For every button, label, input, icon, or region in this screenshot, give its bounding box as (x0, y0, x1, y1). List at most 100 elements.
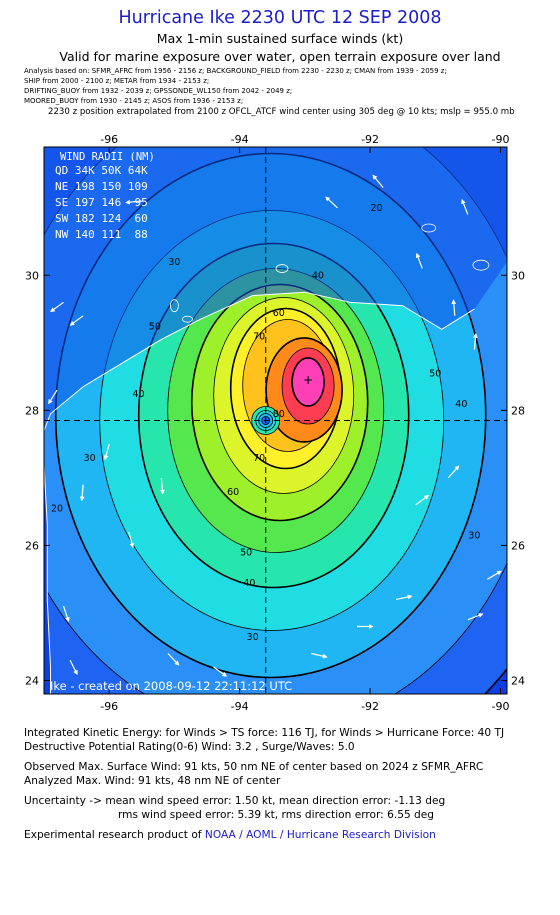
dpr-text: Destructive Potential Rating(0-6) Wind: … (24, 741, 355, 753)
validity-note: Valid for marine exposure over water, op… (59, 49, 501, 64)
land-overlay (44, 147, 507, 694)
contour-label: 80 (273, 409, 285, 420)
lat-label-right: 26 (511, 539, 525, 552)
wind-radii-table: WIND RADII (NM)QD 34K 50K 64K NE 198 150 … (55, 151, 155, 241)
contour-label: 60 (227, 487, 239, 498)
contour-label: 30 (468, 531, 480, 542)
bay-outline (472, 259, 490, 271)
lon-label-top: -90 (491, 133, 509, 146)
lat-label-left: 24 (25, 674, 39, 687)
storm-center-crosshair: + (44, 147, 507, 694)
wind-vector (451, 299, 457, 316)
us-land (44, 147, 507, 431)
wind-vector (69, 315, 84, 326)
wind-vector (69, 659, 78, 676)
lat-label-left: 28 (25, 404, 39, 417)
lat-label-right: 30 (511, 269, 525, 282)
rms-error-text: rms wind speed error: 5.39 kt, rms direc… (118, 809, 435, 821)
contour-label: 50 (429, 369, 441, 380)
bay-outline (170, 299, 179, 313)
contour-label: 40 (243, 578, 255, 589)
lon-label-bottom: -96 (100, 700, 118, 713)
wind-vector (461, 198, 469, 215)
wind-vector (48, 389, 58, 405)
contour-label: 50 (149, 321, 161, 332)
contour-label: 70 (253, 331, 265, 342)
wind-radii-row: NW 140 111 88 (55, 228, 148, 241)
wind-vector (325, 196, 338, 209)
bay-outline (182, 315, 193, 323)
analysis-line-2: SHIP from 2000 - 2100 z; METAR from 1934… (24, 77, 210, 85)
lon-label-bottom: -92 (361, 700, 379, 713)
wind-vector (311, 652, 328, 659)
wind-radii-row: NE 198 150 109 (55, 180, 148, 193)
wind-vector (213, 666, 228, 677)
bay-outline (421, 223, 437, 233)
wind-vector (415, 252, 423, 269)
analysis-line-3: DRIFTING_BUOY from 1932 - 2039 z; GPSSON… (24, 87, 293, 95)
map-title: Hurricane Ike 2230 UTC 12 SEP 2008 (118, 8, 442, 28)
wind-vector (473, 332, 478, 350)
analysis-line-4: MOORED_BUOY from 1930 - 2145 z; ASOS fro… (24, 97, 244, 105)
contour-label: 30 (247, 632, 259, 643)
contour-label: 60 (273, 308, 285, 319)
uncertainty-text: Uncertainty -> mean wind speed error: 1.… (24, 795, 446, 807)
bay-outline (275, 264, 289, 273)
contour-labels: 20 30 40 50 60 70 40 30 20 70 60 50 40 30 50 40 30 80 (51, 203, 480, 643)
analysis-line-1: Analysis based on: SFMR_AFRC from 1956 -… (24, 67, 447, 75)
wind-vector (125, 199, 142, 205)
lon-label-top: -92 (361, 133, 379, 146)
axis-ticks: -96 -96 -94 -94 -92 -92 -90 -90 30 30 28 28 26 26 24 24 (25, 133, 525, 713)
lat-label-right: 24 (511, 674, 525, 687)
contour-label: 20 (51, 504, 63, 515)
lat-label-right: 28 (511, 404, 525, 417)
wind-radii-title: WIND RADII (NM) (60, 151, 155, 163)
coastline (44, 291, 475, 431)
contour-label: 20 (371, 203, 383, 214)
wind-vector (167, 653, 180, 666)
contour-label: 30 (168, 257, 180, 268)
wind-vector (487, 570, 502, 580)
lon-label-top: -94 (231, 133, 249, 146)
max-wind-marker: + (303, 373, 313, 387)
wind-radii-row: SE 197 146 95 (55, 196, 148, 209)
contour-label: 40 (133, 389, 145, 400)
map-subtitle: Max 1-min sustained surface winds (kt) (156, 31, 404, 46)
wind-vector (372, 174, 384, 188)
wind-radii-row: SW 182 124 60 (55, 212, 148, 225)
wind-vector (128, 531, 135, 549)
wind-vector (396, 594, 413, 601)
hrd-link[interactable]: NOAA / AOML / Hurricane Research Divisio… (204, 829, 436, 841)
credit-text: Ike - created on 2008-09-12 22:11:12 UTC (50, 679, 292, 693)
plot-frame (43, 146, 508, 695)
lon-label-top: -96 (100, 133, 118, 146)
contour-label: 40 (455, 399, 467, 410)
wind-field-map: 20 30 40 50 60 70 40 30 20 70 60 50 40 30 50 40 30 80 + -… (25, 133, 525, 713)
wind-vector (49, 301, 64, 313)
analyzed-max-text: Analyzed Max. Wind: 91 kts, 48 nm NE of … (24, 775, 281, 787)
observed-max-text: Observed Max. Surface Wind: 91 kts, 50 n… (24, 761, 484, 773)
wind-vector (447, 465, 460, 479)
wind-vector (415, 494, 430, 506)
lon-label-bottom: -94 (231, 700, 249, 713)
contour-label: 70 (253, 453, 265, 464)
wind-vector (79, 484, 85, 502)
wind-vector (159, 477, 165, 495)
contour-label: 50 (240, 548, 252, 559)
wind-vector (467, 613, 484, 621)
lat-label-left: 30 (25, 269, 39, 282)
product-credit: Experimental research product of NOAA / … (24, 829, 436, 841)
wind-vectors (48, 174, 502, 677)
ike-text: Integrated Kinetic Energy: for Winds > T… (24, 727, 505, 739)
mexico-coastline (44, 464, 52, 694)
product-prefix: Experimental research product of (24, 829, 202, 841)
wind-vector (103, 443, 110, 461)
wind-vector (62, 606, 70, 623)
position-note: 2230 z position extrapolated from 2100 z… (48, 107, 515, 117)
wind-radii-row: QD 34K 50K 64K (55, 164, 148, 177)
contour-label: 40 (312, 271, 324, 282)
contour-label: 30 (84, 453, 96, 464)
lat-label-left: 26 (25, 539, 39, 552)
lon-label-bottom: -90 (491, 700, 509, 713)
wind-band (291, 357, 325, 407)
